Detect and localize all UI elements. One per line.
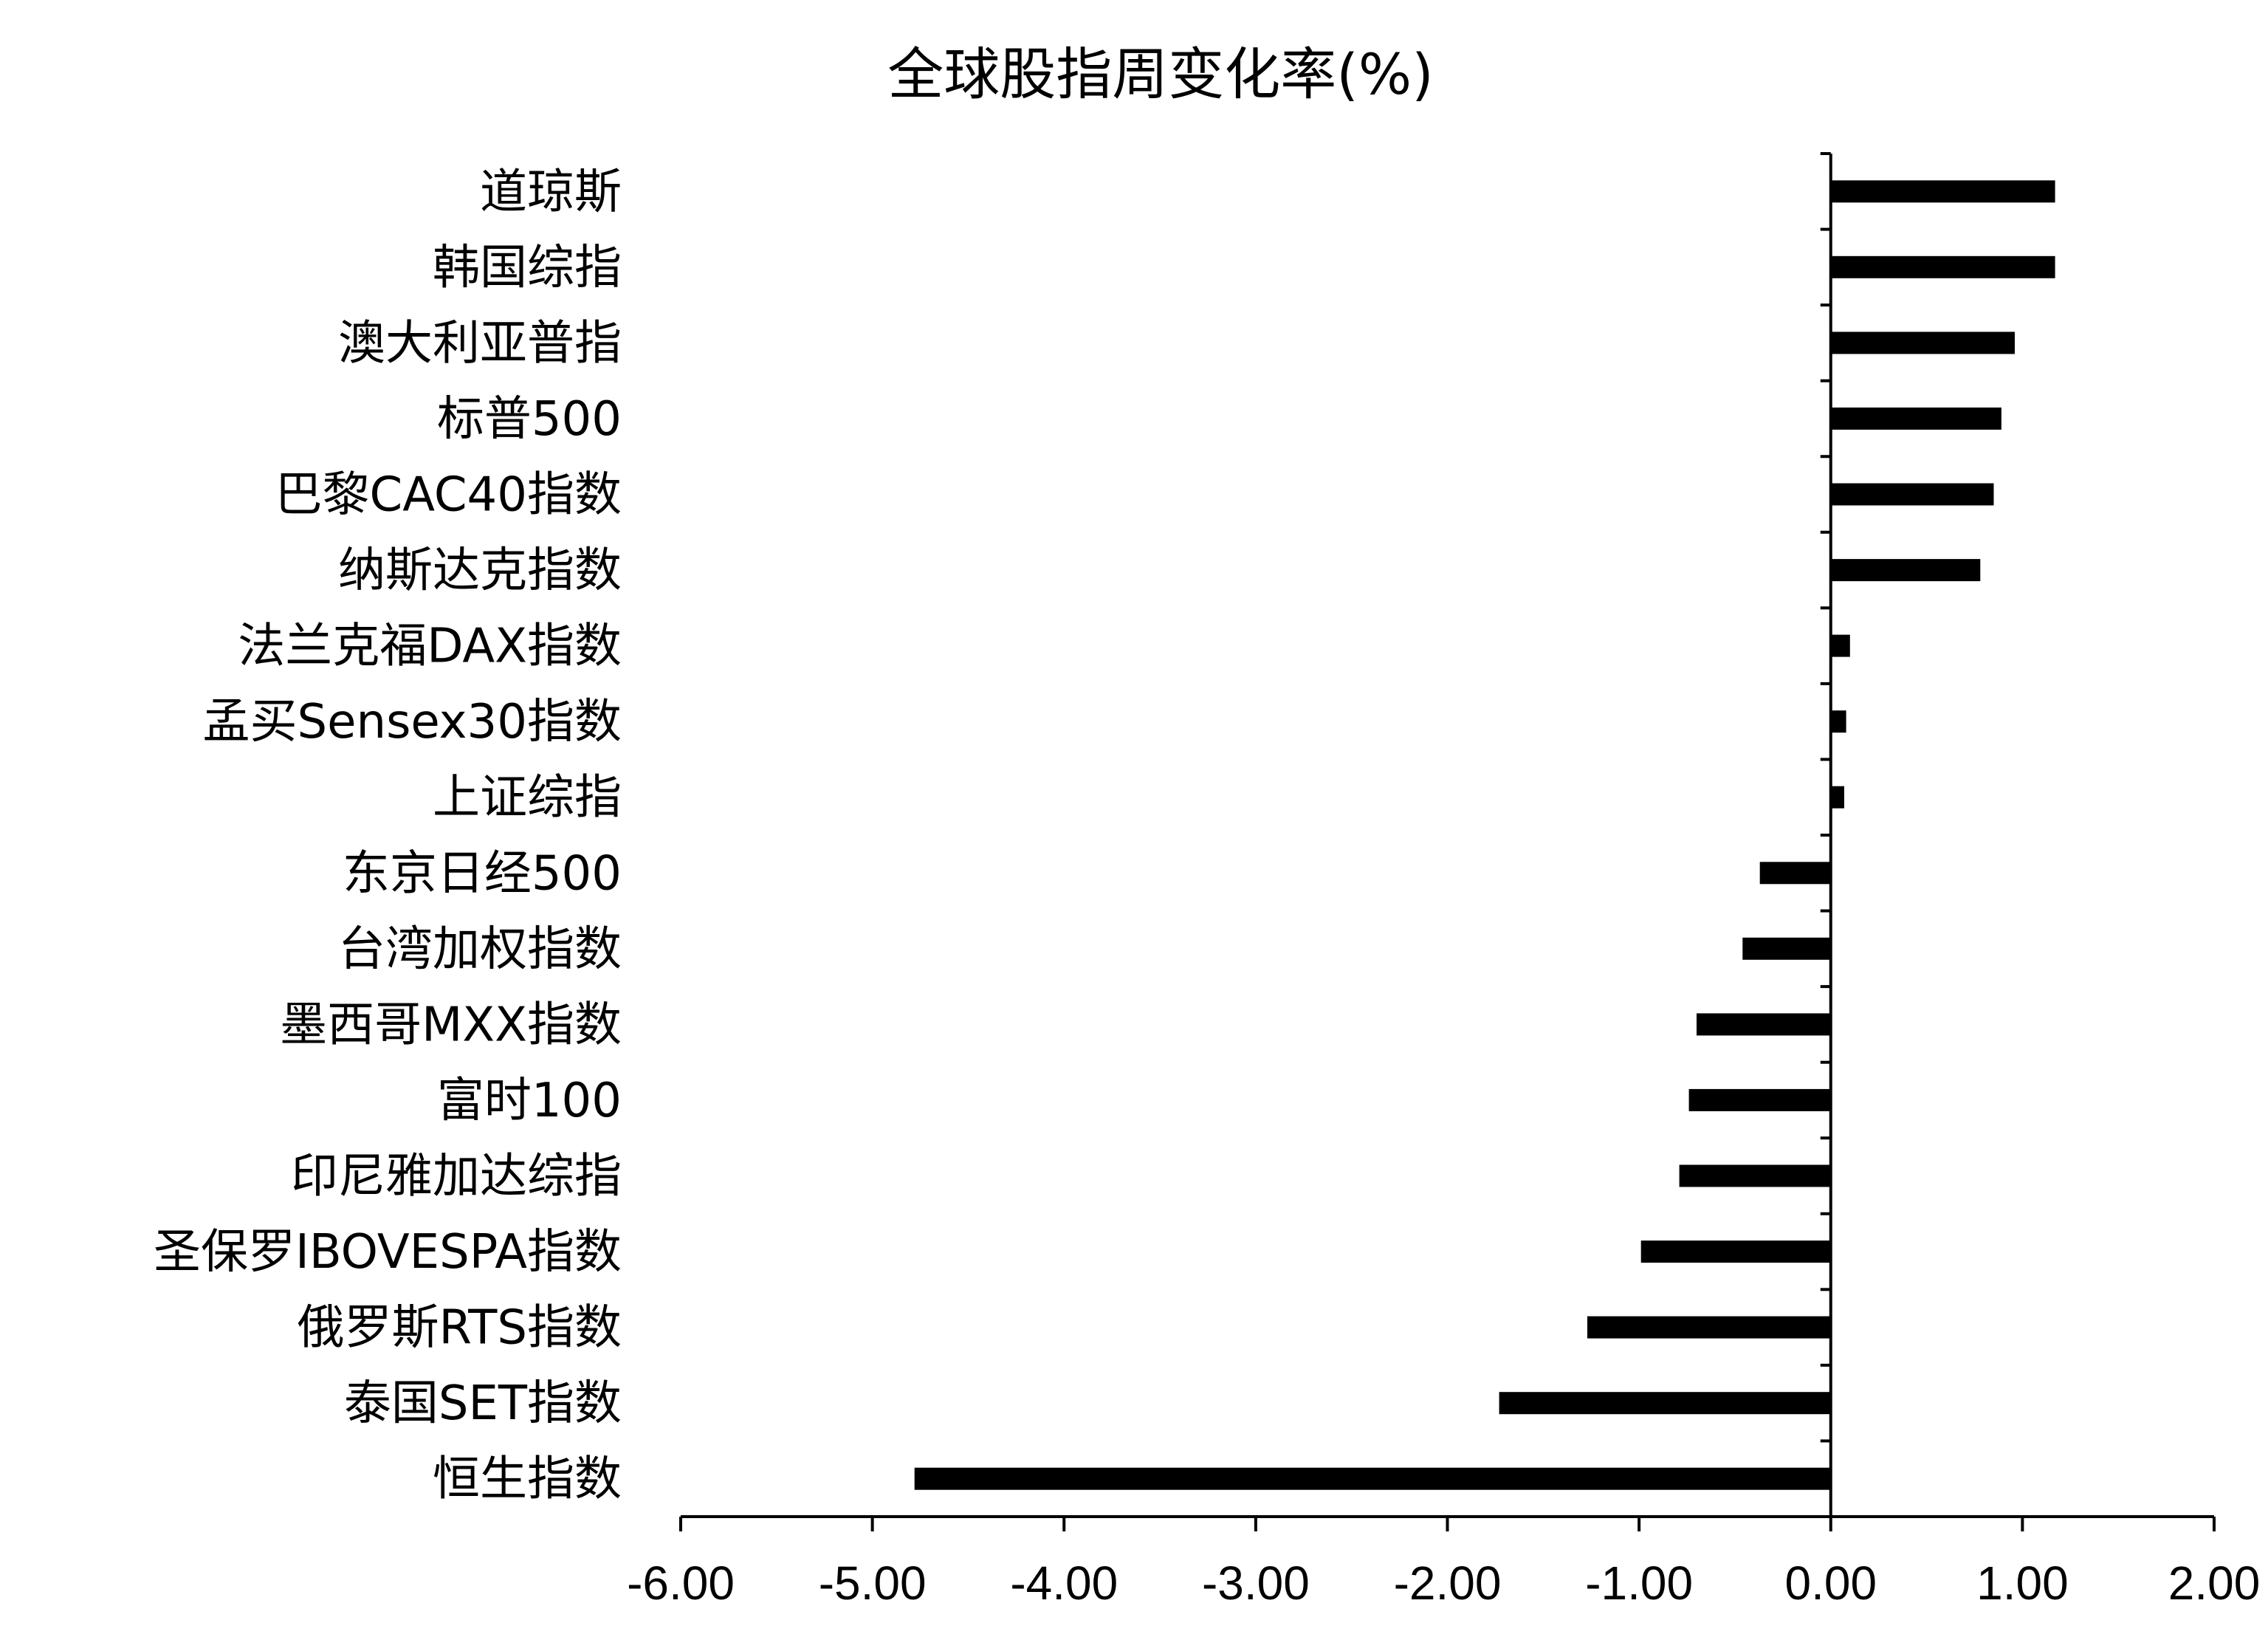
bar-12 bbox=[1697, 1013, 1831, 1036]
bar-18 bbox=[914, 1467, 1831, 1490]
bar-17 bbox=[1499, 1392, 1831, 1415]
x-tick-label-5: -2.00 bbox=[1394, 1557, 1502, 1610]
bar-6 bbox=[1830, 559, 1981, 582]
bar-13 bbox=[1688, 1088, 1831, 1111]
category-label-15: 圣保罗IBOVESPA指数 bbox=[154, 1225, 622, 1280]
category-label-8: 孟买Sensex30指数 bbox=[203, 695, 622, 749]
bars-layer bbox=[914, 180, 2055, 1490]
category-label-7: 法兰克福DAX指数 bbox=[238, 620, 622, 674]
x-tick-label-8: 1.00 bbox=[1976, 1557, 2069, 1610]
x-tick-label-4: -3.00 bbox=[1202, 1557, 1310, 1610]
category-label-16: 俄罗斯RTS指数 bbox=[297, 1301, 622, 1356]
bar-14 bbox=[1679, 1164, 1831, 1187]
x-tick-label-3: -4.00 bbox=[1010, 1557, 1118, 1610]
category-label-1: 道琼斯 bbox=[480, 165, 622, 219]
category-label-18: 恒生指数 bbox=[433, 1452, 622, 1507]
category-label-3: 澳大利亚普指 bbox=[338, 316, 622, 371]
category-label-13: 富时100 bbox=[437, 1074, 622, 1128]
category-label-14: 印尼雅加达综指 bbox=[291, 1150, 622, 1204]
category-label-11: 台湾加权指数 bbox=[338, 922, 622, 977]
category-label-4: 标普500 bbox=[437, 392, 622, 447]
bar-7 bbox=[1830, 634, 1850, 657]
category-label-9: 上证综指 bbox=[433, 771, 622, 826]
x-tick-label-6: -1.00 bbox=[1585, 1557, 1693, 1610]
x-tick-label-2: -5.00 bbox=[819, 1557, 927, 1610]
x-tick-label-1: -6.00 bbox=[627, 1557, 735, 1610]
bar-11 bbox=[1742, 937, 1831, 960]
bar-16 bbox=[1587, 1316, 1831, 1339]
x-tick-label-9: 2.00 bbox=[2168, 1557, 2261, 1610]
bar-1 bbox=[1830, 180, 2055, 203]
bar-9 bbox=[1830, 786, 1844, 809]
chart-title: 全球股指周变化率(%) bbox=[887, 41, 1434, 107]
bar-4 bbox=[1830, 407, 2001, 430]
bar-5 bbox=[1830, 483, 1994, 506]
bar-2 bbox=[1830, 255, 2055, 278]
bar-15 bbox=[1640, 1240, 1831, 1263]
category-label-10: 东京日经500 bbox=[343, 846, 622, 901]
bar-10 bbox=[1759, 862, 1831, 885]
category-label-5: 巴黎CAC40指数 bbox=[275, 468, 622, 523]
bar-8 bbox=[1830, 710, 1846, 733]
category-label-12: 墨西哥MXX指数 bbox=[280, 998, 622, 1052]
x-tick-label-7: 0.00 bbox=[1784, 1557, 1877, 1610]
axes-layer bbox=[679, 152, 2216, 1531]
category-label-6: 纳斯达克指数 bbox=[338, 543, 622, 598]
category-label-17: 泰国SET指数 bbox=[344, 1376, 622, 1431]
bar-3 bbox=[1830, 332, 2015, 354]
category-label-2: 韩国综指 bbox=[433, 241, 622, 295]
